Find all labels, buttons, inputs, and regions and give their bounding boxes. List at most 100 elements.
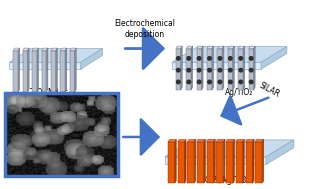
Bar (5, 93, 118, 176)
Polygon shape (233, 46, 234, 90)
Polygon shape (168, 142, 175, 183)
Text: TiO₂ NRAs: TiO₂ NRAs (30, 88, 68, 97)
Polygon shape (233, 139, 235, 183)
Polygon shape (187, 139, 196, 142)
Polygon shape (37, 48, 39, 92)
Polygon shape (236, 142, 243, 183)
Circle shape (187, 68, 191, 72)
Polygon shape (13, 48, 20, 50)
Polygon shape (60, 48, 67, 50)
Polygon shape (175, 139, 176, 183)
Polygon shape (223, 139, 225, 183)
Polygon shape (243, 139, 244, 183)
Text: Electrochemical
deposition: Electrochemical deposition (115, 19, 176, 39)
Polygon shape (181, 46, 182, 90)
Polygon shape (172, 62, 261, 69)
Circle shape (218, 57, 222, 60)
Polygon shape (60, 50, 65, 92)
Polygon shape (178, 142, 185, 183)
Polygon shape (9, 62, 81, 69)
Polygon shape (243, 46, 245, 90)
Polygon shape (28, 48, 29, 92)
Circle shape (197, 68, 201, 72)
Polygon shape (75, 48, 76, 92)
Circle shape (229, 80, 232, 84)
Polygon shape (9, 49, 102, 62)
Circle shape (239, 57, 242, 60)
Polygon shape (187, 142, 194, 183)
Circle shape (176, 80, 180, 84)
Polygon shape (56, 48, 57, 92)
Circle shape (218, 68, 222, 72)
Polygon shape (172, 46, 287, 62)
Polygon shape (13, 50, 18, 92)
Polygon shape (255, 142, 262, 183)
Polygon shape (168, 139, 176, 142)
Polygon shape (249, 49, 254, 90)
Polygon shape (226, 139, 235, 142)
Polygon shape (207, 139, 215, 142)
Circle shape (208, 57, 211, 60)
Circle shape (239, 80, 242, 84)
Polygon shape (32, 50, 37, 92)
Polygon shape (186, 46, 193, 49)
Circle shape (249, 68, 253, 72)
Polygon shape (194, 139, 196, 183)
Polygon shape (185, 139, 186, 183)
Polygon shape (41, 48, 48, 50)
Circle shape (208, 68, 211, 72)
Text: Ag/TiO₂: Ag/TiO₂ (225, 88, 253, 97)
Polygon shape (65, 48, 67, 92)
Circle shape (249, 57, 253, 60)
Polygon shape (165, 157, 266, 164)
Polygon shape (246, 142, 252, 183)
Polygon shape (249, 46, 255, 49)
Circle shape (218, 80, 222, 84)
Circle shape (229, 68, 232, 72)
Polygon shape (18, 48, 20, 92)
Polygon shape (226, 142, 233, 183)
Polygon shape (23, 48, 29, 50)
Polygon shape (51, 50, 56, 92)
Polygon shape (41, 50, 46, 92)
Polygon shape (23, 50, 28, 92)
Polygon shape (246, 139, 254, 142)
Polygon shape (266, 140, 294, 164)
Polygon shape (204, 139, 205, 183)
Polygon shape (238, 49, 243, 90)
Circle shape (229, 57, 232, 60)
Polygon shape (176, 46, 182, 49)
Polygon shape (214, 139, 215, 183)
Polygon shape (197, 46, 203, 49)
Polygon shape (222, 46, 224, 90)
Polygon shape (207, 142, 214, 183)
Polygon shape (81, 49, 102, 69)
Circle shape (197, 80, 201, 84)
Polygon shape (70, 48, 76, 50)
Polygon shape (176, 49, 181, 90)
Polygon shape (165, 140, 294, 157)
Polygon shape (32, 48, 39, 50)
Polygon shape (207, 49, 212, 90)
Text: SILAR: SILAR (257, 80, 281, 99)
Circle shape (197, 57, 201, 60)
Text: CdS/Ag/TiO₂: CdS/Ag/TiO₂ (204, 176, 250, 185)
Polygon shape (197, 49, 202, 90)
Polygon shape (228, 46, 234, 49)
Polygon shape (254, 46, 255, 90)
Polygon shape (178, 139, 186, 142)
Circle shape (187, 57, 191, 60)
Polygon shape (261, 46, 287, 69)
Polygon shape (212, 46, 214, 90)
Polygon shape (197, 139, 205, 142)
Circle shape (239, 68, 242, 72)
Polygon shape (262, 139, 264, 183)
Circle shape (208, 80, 211, 84)
Polygon shape (70, 50, 75, 92)
Polygon shape (236, 139, 244, 142)
Polygon shape (216, 142, 223, 183)
Polygon shape (252, 139, 254, 183)
Polygon shape (228, 49, 233, 90)
Polygon shape (255, 139, 264, 142)
Circle shape (187, 80, 191, 84)
